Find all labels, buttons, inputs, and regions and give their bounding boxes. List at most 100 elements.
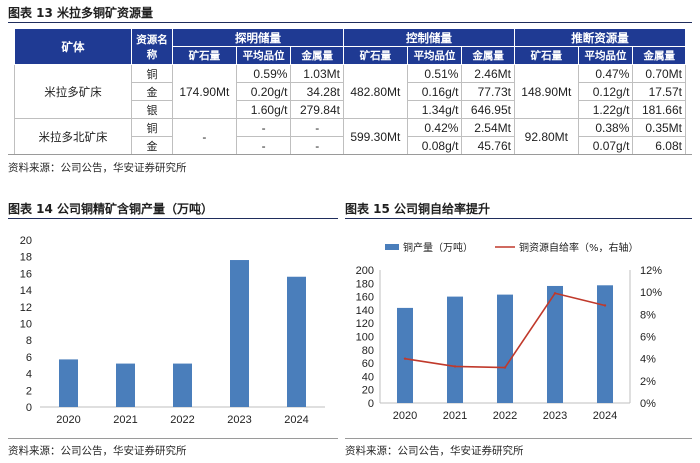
y-left-tick-label: 120 xyxy=(356,318,374,330)
chart15-source: 资料来源：公司公告，华安证券研究所 xyxy=(345,445,524,457)
chart15-bottom-rule xyxy=(345,438,692,439)
y-right-tick-label: 6% xyxy=(640,332,656,344)
y-tick-label: 12 xyxy=(20,302,32,314)
header-grade: 平均品位 xyxy=(406,46,463,65)
bar xyxy=(497,294,513,403)
table-bottom-rule xyxy=(8,154,692,155)
header-group-controlled: 控制储量 xyxy=(342,28,515,47)
table-row: 米拉多矿床 铜 174.90Mt 0.59% 1.03Mt 482.80Mt 0… xyxy=(14,64,686,119)
line-point xyxy=(553,292,557,295)
chart15-title: 图表 15 公司铜自给率提升 xyxy=(345,202,491,216)
y-left-tick-label: 0 xyxy=(368,398,374,410)
y-right-tick-label: 8% xyxy=(640,309,656,321)
table-title: 图表 13 米拉多铜矿资源量 xyxy=(8,6,154,20)
header-ore: 矿石量 xyxy=(513,46,579,65)
chart14-title-rule xyxy=(8,218,338,219)
grade-cell: 1.22g/t xyxy=(577,100,634,119)
line-point xyxy=(453,365,457,368)
y-left-tick-label: 160 xyxy=(356,292,374,304)
metal-cell: 181.66t xyxy=(632,100,686,119)
mine-cell: 米拉多矿床 xyxy=(14,64,132,119)
legend-line-label: 铜资源自给率（%，右轴） xyxy=(519,241,639,254)
bar xyxy=(547,285,563,403)
table-title-rule xyxy=(8,22,692,23)
x-tick-label: 2024 xyxy=(593,410,617,422)
header-group-inferred: 推断资源量 xyxy=(513,28,687,47)
y-right-tick-label: 10% xyxy=(640,287,662,299)
chart15-title-rule xyxy=(345,218,692,219)
y-left-tick-label: 60 xyxy=(362,358,374,370)
grade-cell: - xyxy=(235,136,292,155)
y-left-tick-label: 20 xyxy=(362,385,374,397)
y-right-tick-label: 0% xyxy=(640,398,656,410)
resource-table: 矿体 资源名称 探明储量 控制储量 推断资源量 矿石量 平均品位 金属量 矿石量… xyxy=(14,28,687,155)
x-tick-label: 2022 xyxy=(170,414,194,426)
chart14-title: 图表 14 公司铜精矿含铜产量（万吨） xyxy=(8,202,214,216)
x-tick-label: 2024 xyxy=(284,414,308,426)
bar xyxy=(59,359,78,407)
grade-cell: 0.47% xyxy=(577,64,634,83)
bar xyxy=(397,307,413,403)
metal-cell: 646.95t xyxy=(461,100,515,119)
grade-cell: 0.12g/t xyxy=(577,82,634,101)
x-tick-label: 2020 xyxy=(393,410,417,422)
metal-cell: 2.46Mt xyxy=(461,64,515,83)
element-cell: 银 xyxy=(131,100,173,119)
chart14-source: 资料来源：公司公告，华安证券研究所 xyxy=(8,445,187,457)
y-right-tick-label: 2% xyxy=(640,376,656,388)
grade-cell: 0.20g/t xyxy=(235,82,292,101)
grade-cell: 0.07g/t xyxy=(577,136,634,155)
y-left-tick-label: 40 xyxy=(362,371,374,383)
grade-cell: 0.08g/t xyxy=(406,136,463,155)
metal-cell: 1.03Mt xyxy=(290,64,344,83)
grade-cell: - xyxy=(235,118,292,137)
element-cell: 金 xyxy=(131,136,173,155)
y-tick-label: 4 xyxy=(26,369,32,381)
header-resource-name: 资源名称 xyxy=(131,28,173,65)
grade-cell: 0.16g/t xyxy=(406,82,463,101)
ore-cell: - xyxy=(172,118,237,155)
metal-cell: 0.70Mt xyxy=(632,64,686,83)
bar xyxy=(597,285,613,403)
header-ore: 矿石量 xyxy=(342,46,408,65)
y-left-tick-label: 80 xyxy=(362,345,374,357)
line-point xyxy=(403,357,407,360)
metal-cell: 0.35Mt xyxy=(632,118,686,137)
header-metal: 金属量 xyxy=(290,46,344,65)
table-source: 资料来源：公司公告，华安证券研究所 xyxy=(8,162,187,174)
header-metal: 金属量 xyxy=(632,46,686,65)
y-tick-label: 18 xyxy=(20,252,32,264)
y-left-tick-label: 180 xyxy=(356,278,374,290)
element-cell: 金 xyxy=(131,82,173,101)
header-grade: 平均品位 xyxy=(577,46,634,65)
x-tick-label: 2023 xyxy=(227,414,251,426)
mine-cell: 米拉多北矿床 xyxy=(14,118,132,155)
chart14-bottom-rule xyxy=(8,438,338,439)
y-left-tick-label: 100 xyxy=(356,332,374,344)
x-tick-label: 2020 xyxy=(56,414,80,426)
header-metal: 金属量 xyxy=(461,46,515,65)
ore-cell: 599.30Mt xyxy=(342,118,408,155)
header-group-proven: 探明储量 xyxy=(172,28,344,47)
bar xyxy=(173,363,192,407)
x-tick-label: 2023 xyxy=(543,410,567,422)
metal-cell: 6.08t xyxy=(632,136,686,155)
legend-bar-swatch xyxy=(385,244,399,250)
bar xyxy=(287,276,306,407)
ore-cell: 92.80Mt xyxy=(513,118,579,155)
ore-cell: 482.80Mt xyxy=(342,64,408,119)
legend-bar-label: 铜产量（万吨） xyxy=(403,241,473,254)
metal-cell: 17.57t xyxy=(632,82,686,101)
y-tick-label: 20 xyxy=(20,235,32,247)
x-tick-label: 2022 xyxy=(493,410,517,422)
line-point xyxy=(603,304,607,307)
grade-cell: 0.59% xyxy=(235,64,292,83)
y-tick-label: 2 xyxy=(26,385,32,397)
metal-cell: 2.54Mt xyxy=(461,118,515,137)
line-point xyxy=(503,366,507,369)
x-tick-label: 2021 xyxy=(443,410,467,422)
y-tick-label: 16 xyxy=(20,268,32,280)
metal-cell: - xyxy=(290,136,344,155)
